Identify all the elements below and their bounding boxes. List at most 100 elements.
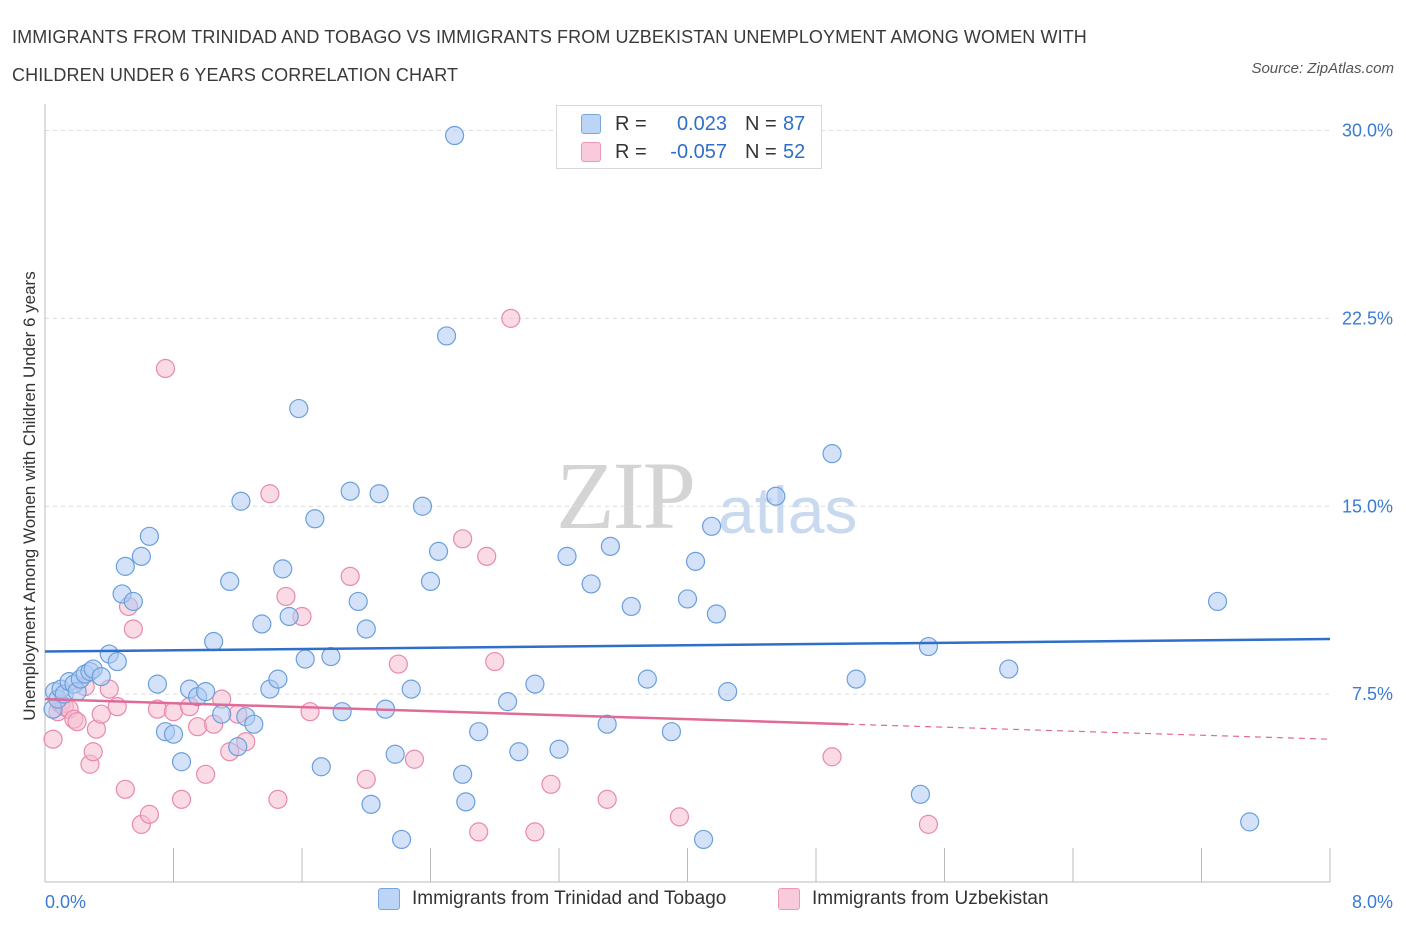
trinidad-point	[557, 546, 577, 566]
uzbekistan-point	[43, 729, 63, 749]
trinidad-point	[1240, 812, 1260, 832]
trinidad-point	[171, 752, 192, 772]
x-tick-label: 8.0%	[1352, 892, 1393, 912]
trinidad-point	[401, 679, 421, 699]
trinidad-point	[420, 571, 441, 592]
uzbekistan-point	[300, 702, 320, 722]
uzbekistan-point	[485, 651, 505, 672]
trinidad-point	[469, 722, 489, 742]
uzbekistan-point	[918, 814, 939, 834]
uzbekistan-point	[155, 358, 176, 379]
uzbekistan-point	[139, 804, 160, 824]
stats-legend: R = 0.023 N = 87 R = -0.057 N = 52	[556, 105, 822, 169]
legend-n-label: N =	[745, 140, 777, 163]
uzbekistan-point	[196, 764, 216, 784]
trinidad-point	[115, 556, 135, 576]
trinidad-point	[701, 516, 722, 536]
uzbekistan-point	[404, 749, 425, 769]
trinidad-point	[369, 484, 389, 504]
trinidad-point	[91, 666, 111, 687]
uzbekistan-point	[91, 704, 111, 724]
trinidad-point	[661, 722, 682, 742]
y-tick-label: 30.0%	[1342, 121, 1393, 141]
trinidad-point	[412, 496, 433, 516]
uzbekistan-point	[123, 619, 143, 639]
trinidad-point	[391, 829, 412, 850]
legend-r-label: R =	[615, 140, 647, 163]
trinidad-point	[348, 591, 368, 612]
trinidad-point	[196, 682, 216, 702]
legend-item-uzbekistan: Immigrants from Uzbekistan	[778, 888, 1049, 910]
uzbekistan-point	[115, 779, 135, 799]
legend-swatch-pink	[581, 142, 601, 162]
trinidad-point	[321, 646, 341, 667]
trinidad-point	[910, 784, 931, 804]
legend-label-uzbekistan: Immigrants from Uzbekistan	[812, 888, 1049, 909]
trinidad-point	[549, 739, 569, 759]
legend-item-trinidad: Immigrants from Trinidad and Tobago	[378, 888, 726, 910]
uzbekistan-point	[187, 717, 208, 737]
uzbekistan-point	[477, 546, 497, 566]
uzbekistan-point	[453, 529, 473, 549]
trinidad-point	[123, 591, 143, 612]
trinidad-point	[252, 614, 272, 634]
trinidad-point	[444, 125, 465, 146]
trinidad-point	[305, 509, 325, 529]
trinidad-point	[597, 714, 617, 734]
trinidad-point	[311, 757, 331, 777]
trinidad-point	[332, 702, 352, 722]
trinidad-point	[766, 486, 786, 506]
trinidad-point	[385, 744, 405, 764]
trinidad-point	[706, 604, 727, 624]
series-legend: Immigrants from Trinidad and Tobago Immi…	[0, 888, 1406, 916]
trinidad-point	[718, 682, 738, 702]
legend-swatch-pink	[778, 888, 800, 910]
trinidad-point	[163, 724, 184, 744]
trinidad-point	[340, 481, 360, 501]
trinidad-point	[204, 631, 224, 652]
trinidad-point	[581, 574, 601, 594]
trinidad-point	[295, 649, 315, 669]
uzbekistan-point	[163, 702, 184, 722]
trinidad-point	[456, 792, 476, 812]
y-tick-label: 15.0%	[1342, 496, 1393, 516]
legend-n-value: 52	[783, 140, 806, 163]
chart-title: IMMIGRANTS FROM TRINIDAD AND TOBAGO VS I…	[12, 27, 1087, 85]
trinidad-point	[107, 651, 127, 672]
uzbekistan-point	[469, 822, 489, 842]
legend-r-value: 0.023	[676, 112, 727, 135]
legend-r-label: R =	[615, 112, 647, 135]
trinidad-trend-line	[44, 637, 1331, 653]
trinidad-point	[220, 571, 240, 592]
trinidad-point	[453, 764, 473, 784]
trinidad-point	[147, 674, 168, 694]
uzbekistan-point	[541, 774, 561, 794]
trinidad-point	[212, 704, 232, 724]
y-tick-label: 22.5%	[1342, 308, 1393, 328]
trinidad-point	[600, 536, 621, 556]
trinidad-point	[918, 636, 939, 657]
legend-row-uzbekistan: R = -0.057 N = 52	[581, 140, 805, 164]
legend-swatch-blue	[378, 888, 400, 910]
x-tick-label: 0.0%	[45, 892, 86, 912]
legend-n-label: N =	[745, 112, 777, 135]
trinidad-point	[273, 559, 293, 579]
uzbekistan-point	[83, 742, 103, 762]
trinidad-point	[356, 619, 376, 639]
watermark-atlas: atlas	[718, 473, 858, 547]
trinidad-point	[693, 829, 714, 850]
trinidad-point	[846, 669, 866, 689]
trinidad-point	[268, 669, 288, 689]
trinidad-point	[621, 596, 641, 617]
trinidad-point	[139, 526, 160, 546]
uzbekistan-point	[597, 789, 617, 809]
uzbekistan-trend-extension	[848, 723, 1331, 740]
trinidad-point	[509, 742, 529, 762]
trinidad-point	[637, 669, 657, 689]
uzbekistan-point	[268, 789, 288, 809]
uzbekistan-point	[822, 747, 842, 767]
legend-label-trinidad: Immigrants from Trinidad and Tobago	[412, 888, 727, 909]
uzbekistan-point	[171, 789, 192, 809]
trinidad-point	[436, 326, 457, 346]
